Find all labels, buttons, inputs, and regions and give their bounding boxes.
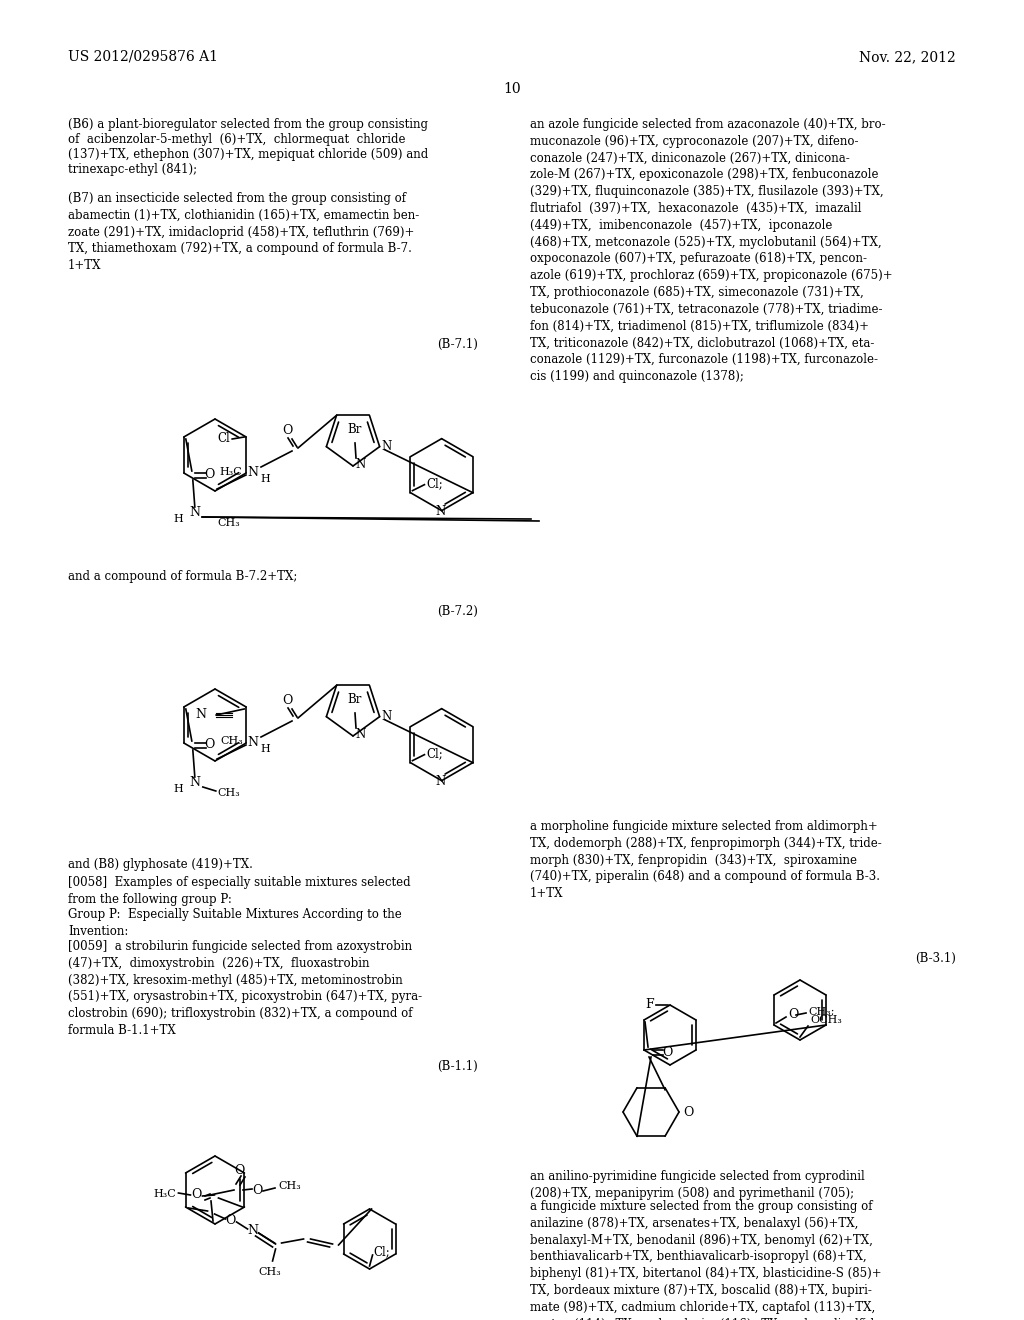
Text: and (B8) glyphosate (419)+TX.: and (B8) glyphosate (419)+TX.: [68, 858, 253, 871]
Text: N: N: [382, 710, 392, 723]
Text: (B7) an insecticide selected from the group consisting of
abamectin (1)+TX, clot: (B7) an insecticide selected from the gr…: [68, 191, 419, 272]
Text: 10: 10: [503, 82, 521, 96]
Text: an anilino-pyrimidine fungicide selected from cyprodinil
(208)+TX, mepanipyrim (: an anilino-pyrimidine fungicide selected…: [530, 1170, 864, 1200]
Text: N: N: [196, 709, 206, 722]
Text: (B-3.1): (B-3.1): [915, 952, 956, 965]
Text: Cl: Cl: [217, 432, 230, 445]
Text: O: O: [252, 1184, 262, 1197]
Text: Cl;: Cl;: [426, 747, 443, 760]
Text: O: O: [225, 1213, 236, 1226]
Text: N: N: [247, 1224, 258, 1237]
Text: H: H: [260, 474, 270, 484]
Text: CH₃: CH₃: [220, 737, 243, 746]
Text: H: H: [173, 513, 182, 524]
Text: OCH₃: OCH₃: [810, 1015, 842, 1026]
Text: N: N: [189, 776, 201, 789]
Text: Br: Br: [348, 422, 362, 436]
Text: Cl;: Cl;: [426, 477, 443, 490]
Text: [0059]  a strobilurin fungicide selected from azoxystrobin
(47)+TX,  dimoxystrob: [0059] a strobilurin fungicide selected …: [68, 940, 422, 1038]
Text: (B-7.1): (B-7.1): [437, 338, 478, 351]
Text: N: N: [189, 507, 201, 520]
Text: H₃C: H₃C: [154, 1189, 176, 1199]
Text: (B-1.1): (B-1.1): [437, 1060, 478, 1073]
Text: O: O: [662, 1045, 672, 1059]
Text: O: O: [282, 693, 292, 706]
Text: [0058]  Examples of especially suitable mixtures selected
from the following gro: [0058] Examples of especially suitable m…: [68, 876, 411, 906]
Text: O: O: [683, 1106, 693, 1118]
Text: O: O: [205, 469, 215, 482]
Text: O: O: [788, 1008, 799, 1022]
Text: Group P:  Especially Suitable Mixtures According to the
Invention:: Group P: Especially Suitable Mixtures Ac…: [68, 908, 401, 937]
Text: H: H: [260, 744, 270, 754]
Text: Nov. 22, 2012: Nov. 22, 2012: [859, 50, 956, 63]
Text: and a compound of formula B-7.2+TX;: and a compound of formula B-7.2+TX;: [68, 570, 297, 583]
Text: H: H: [173, 784, 182, 795]
Text: O: O: [233, 1164, 244, 1177]
Text: CH₃: CH₃: [218, 517, 241, 528]
Text: CH₃: CH₃: [258, 1267, 281, 1276]
Text: (B-7.2): (B-7.2): [437, 605, 478, 618]
Text: a morpholine fungicide mixture selected from aldimorph+
TX, dodemorph (288)+TX, : a morpholine fungicide mixture selected …: [530, 820, 882, 900]
Text: an azole fungicide selected from azaconazole (40)+TX, bro-
muconazole (96)+TX, c: an azole fungicide selected from azacona…: [530, 117, 893, 383]
Text: N: N: [355, 729, 366, 742]
Text: N: N: [248, 735, 258, 748]
Text: CH₃: CH₃: [218, 788, 241, 799]
Text: N: N: [355, 458, 366, 471]
Text: F: F: [645, 998, 654, 1011]
Text: Cl;: Cl;: [374, 1246, 390, 1258]
Text: N: N: [435, 506, 445, 519]
Text: H₃C: H₃C: [219, 467, 243, 477]
Text: Br: Br: [348, 693, 362, 706]
Text: O: O: [191, 1188, 202, 1201]
Text: CH₃;: CH₃;: [808, 1007, 835, 1016]
Text: (B6) a plant-bioregulator selected from the group consisting
of  acibenzolar-5-m: (B6) a plant-bioregulator selected from …: [68, 117, 428, 176]
Text: O: O: [282, 424, 292, 437]
Text: N: N: [435, 775, 445, 788]
Text: O: O: [205, 738, 215, 751]
Text: US 2012/0295876 A1: US 2012/0295876 A1: [68, 50, 218, 63]
Text: N: N: [382, 440, 392, 453]
Text: CH₃: CH₃: [278, 1181, 301, 1191]
Text: N: N: [248, 466, 258, 479]
Text: a fungicide mixture selected from the group consisting of
anilazine (878)+TX, ar: a fungicide mixture selected from the gr…: [530, 1200, 883, 1320]
